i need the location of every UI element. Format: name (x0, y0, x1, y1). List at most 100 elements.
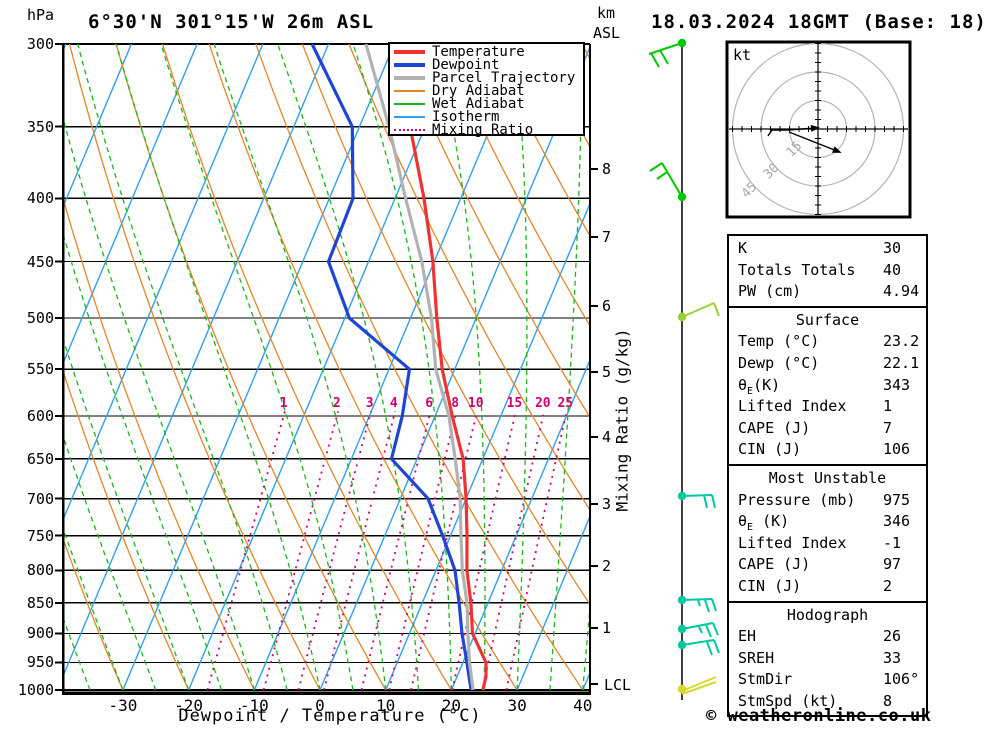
stats-row: StmDir 106° (738, 669, 926, 691)
axes (55, 43, 598, 695)
stats-row-value: 106° (883, 670, 920, 689)
temp-tick-10: 10 (376, 696, 396, 715)
legend-swatch (394, 62, 425, 67)
svg-text:8: 8 (451, 396, 459, 411)
wind-barb (649, 162, 687, 202)
km-tick-5: 5 (602, 363, 612, 381)
legend-item-temperature: Temperature (394, 43, 583, 60)
stats-row: Pressure (mb) 975 (738, 490, 926, 512)
km-tick-4: 4 (602, 428, 612, 446)
run-datetime: 18.03.2024 18GMT (Base: 18) (651, 11, 987, 33)
svg-text:25: 25 (557, 396, 573, 411)
legend-swatch (394, 75, 425, 80)
stats-row-label: Totals Totals (738, 260, 856, 279)
stats-row-value: 1 (883, 397, 893, 416)
station-title: 6°30'N 301°15'W 26m ASL (88, 11, 375, 33)
pressure-tick-300: 300 (26, 35, 54, 53)
stats-row-value: 97 (883, 555, 902, 574)
km-tick-1: 1 (602, 619, 612, 637)
stats-row-label: StmDir (738, 670, 793, 689)
stats-row-value: 975 (883, 490, 911, 509)
series-temperature (395, 44, 488, 690)
wind-barb (648, 38, 687, 68)
temp-tick-30: 30 (507, 696, 527, 715)
stats-row-value: 8 (883, 691, 893, 710)
stats-row: SREH 33 (738, 648, 926, 670)
stats-section-title: Hodograph (786, 605, 869, 624)
svg-text:2: 2 (333, 396, 341, 411)
stats-row: θE(K) 343 (738, 375, 926, 397)
km-tick-7: 7 (602, 228, 612, 246)
pressure-tick-700: 700 (26, 489, 54, 508)
stats-section: K 30 Totals Totals 40 PW (cm) 4.94 (727, 234, 928, 308)
stats-row-label: CIN (J) (738, 576, 802, 595)
stats-row-value: 33 (883, 648, 902, 667)
legend-item-mixing-ratio: Mixing Ratio (394, 121, 583, 138)
stats-row: CIN (J) 106 (738, 439, 926, 461)
km-tick-3: 3 (602, 495, 612, 513)
pressure-tick-850: 850 (26, 593, 54, 612)
stats-row-value: 40 (883, 260, 902, 279)
pressure-tick-750: 750 (26, 526, 54, 545)
stats-row: PW (cm) 4.94 (738, 281, 926, 303)
stats-row-value: 343 (883, 375, 911, 394)
km-tick-8: 8 (602, 160, 612, 178)
svg-text:6: 6 (425, 396, 433, 411)
stats-row: CAPE (J) 7 (738, 418, 926, 440)
stats-row-value: 346 (883, 512, 911, 531)
legend-label: Dry Adiabat (432, 82, 525, 99)
legend-label: Mixing Ratio (432, 121, 534, 138)
legend-swatch (394, 128, 425, 131)
stats-row-value: 22.1 (883, 353, 920, 372)
legend-label: Parcel Trajectory (432, 69, 576, 86)
temperature-axis-title: Dewpoint / Temperature (°C) (178, 706, 482, 726)
stats-row-label: PW (cm) (738, 282, 802, 301)
stats-row-label: Lifted Index (738, 397, 847, 416)
legend-item-dry-adiabat: Dry Adiabat (394, 82, 583, 99)
stats-row: StmSpd (kt) 8 (738, 691, 926, 713)
svg-text:4: 4 (390, 396, 398, 411)
stats-section-surface: Surface Temp (°C) 23.2 Dewp (°C) 22.1 θE(K) 34… (727, 305, 928, 466)
legend-swatch (394, 102, 425, 105)
stats-row-label: Pressure (mb) (738, 490, 856, 509)
pressure-tick-950: 950 (26, 653, 54, 672)
svg-text:3: 3 (366, 396, 374, 411)
stats-row: Temp (°C) 23.2 (738, 331, 926, 353)
stats-table: K 30 Totals Totals 40 PW (cm) 4.94 Surface Temp… (727, 234, 928, 718)
stats-row-value: 2 (883, 576, 893, 595)
copyright: © weatheronline.co.uk (706, 706, 932, 726)
stats-section-most-unstable: Most Unstable Pressure (mb) 975 θE (K) 346 Li… (727, 463, 928, 603)
stats-row: Totals Totals 40 (738, 260, 926, 282)
hodograph-unit-label: kt (733, 46, 752, 64)
stats-section-hodograph: Hodograph EH 26 SREH 33 StmDir 106° StmSpd (kt)… (727, 600, 928, 718)
stats-row-value: 4.94 (883, 282, 920, 301)
km-tick-2: 2 (602, 557, 612, 575)
wind-barb (677, 302, 720, 322)
svg-text:10: 10 (468, 396, 484, 411)
stats-row-label: SREH (738, 648, 775, 667)
svg-text:20: 20 (535, 396, 551, 411)
wind-barb (677, 622, 719, 638)
legend-label: Isotherm (432, 108, 500, 125)
stats-row-value: 7 (883, 418, 893, 437)
stats-row: K 30 (738, 238, 926, 260)
stats-row-label: θE (K) (738, 512, 790, 534)
legend-item-parcel-trajectory: Parcel Trajectory (394, 69, 583, 86)
stats-row-label: EH (738, 627, 757, 646)
stats-row-label: Lifted Index (738, 533, 847, 552)
legend-swatch (394, 115, 425, 118)
pressure-gridlines (63, 43, 590, 695)
stats-row-label: θE(K) (738, 375, 781, 397)
stats-row: Dewp (°C) 22.1 (738, 353, 926, 375)
pressure-tick-450: 450 (26, 252, 54, 271)
legend-swatch (394, 89, 425, 92)
pressure-axis-unit: hPa (27, 6, 55, 24)
pressure-tick-650: 650 (26, 449, 54, 468)
temp-tick--30: -30 (108, 696, 138, 715)
legend-label: Temperature (432, 43, 525, 60)
wind-barb (677, 676, 717, 695)
pressure-tick-550: 550 (26, 360, 54, 379)
km-tick-6: 6 (602, 297, 612, 315)
